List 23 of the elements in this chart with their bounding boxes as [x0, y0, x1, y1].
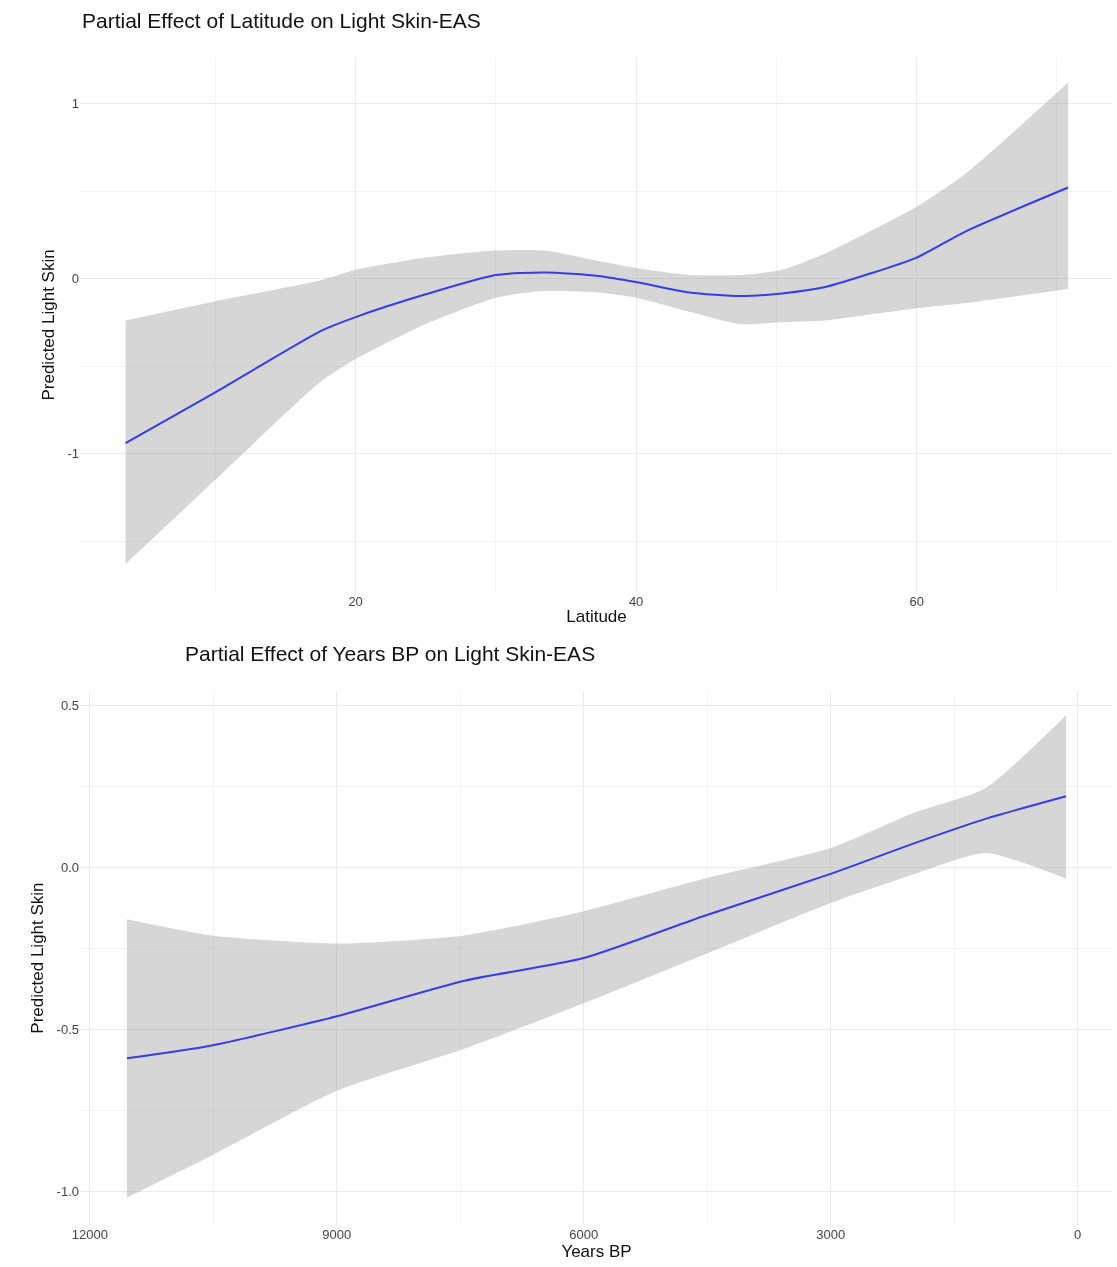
y-tick-label: -1.0 — [56, 1183, 79, 1199]
x-axis-title: Latitude — [566, 607, 627, 627]
chart-title: Partial Effect of Latitude on Light Skin-EAS — [82, 9, 481, 32]
y-tick-label: 0.5 — [60, 698, 79, 714]
x-tick-label: 20 — [348, 593, 363, 609]
y-tick-label: 1 — [71, 96, 79, 112]
y-tick-label: -1 — [67, 446, 79, 462]
y-tick-label: 0 — [71, 271, 79, 287]
y-axis-title: Predicted Light Skin — [38, 249, 58, 401]
line-series — [124, 186, 1070, 445]
chart-title: Partial Effect of Years BP on Light Skin-EAS — [185, 642, 596, 665]
y-tick-label: 0.0 — [60, 860, 79, 875]
x-tick-label: 3000 — [816, 1227, 846, 1242]
line-series — [125, 795, 1068, 1060]
y-tick-label: -0.5 — [56, 1021, 79, 1037]
x-tick-label: 0 — [1073, 1227, 1082, 1242]
x-tick-label: 40 — [628, 593, 644, 609]
x-axis-title: Years BP — [561, 1242, 632, 1261]
x-tick-label: 9000 — [322, 1227, 352, 1242]
x-tick-label: 60 — [909, 593, 924, 609]
x-tick-label: 12000 — [71, 1227, 108, 1242]
x-tick-label: 6000 — [569, 1227, 599, 1242]
y-axis-title: Predicted Light Skin — [28, 882, 48, 1034]
